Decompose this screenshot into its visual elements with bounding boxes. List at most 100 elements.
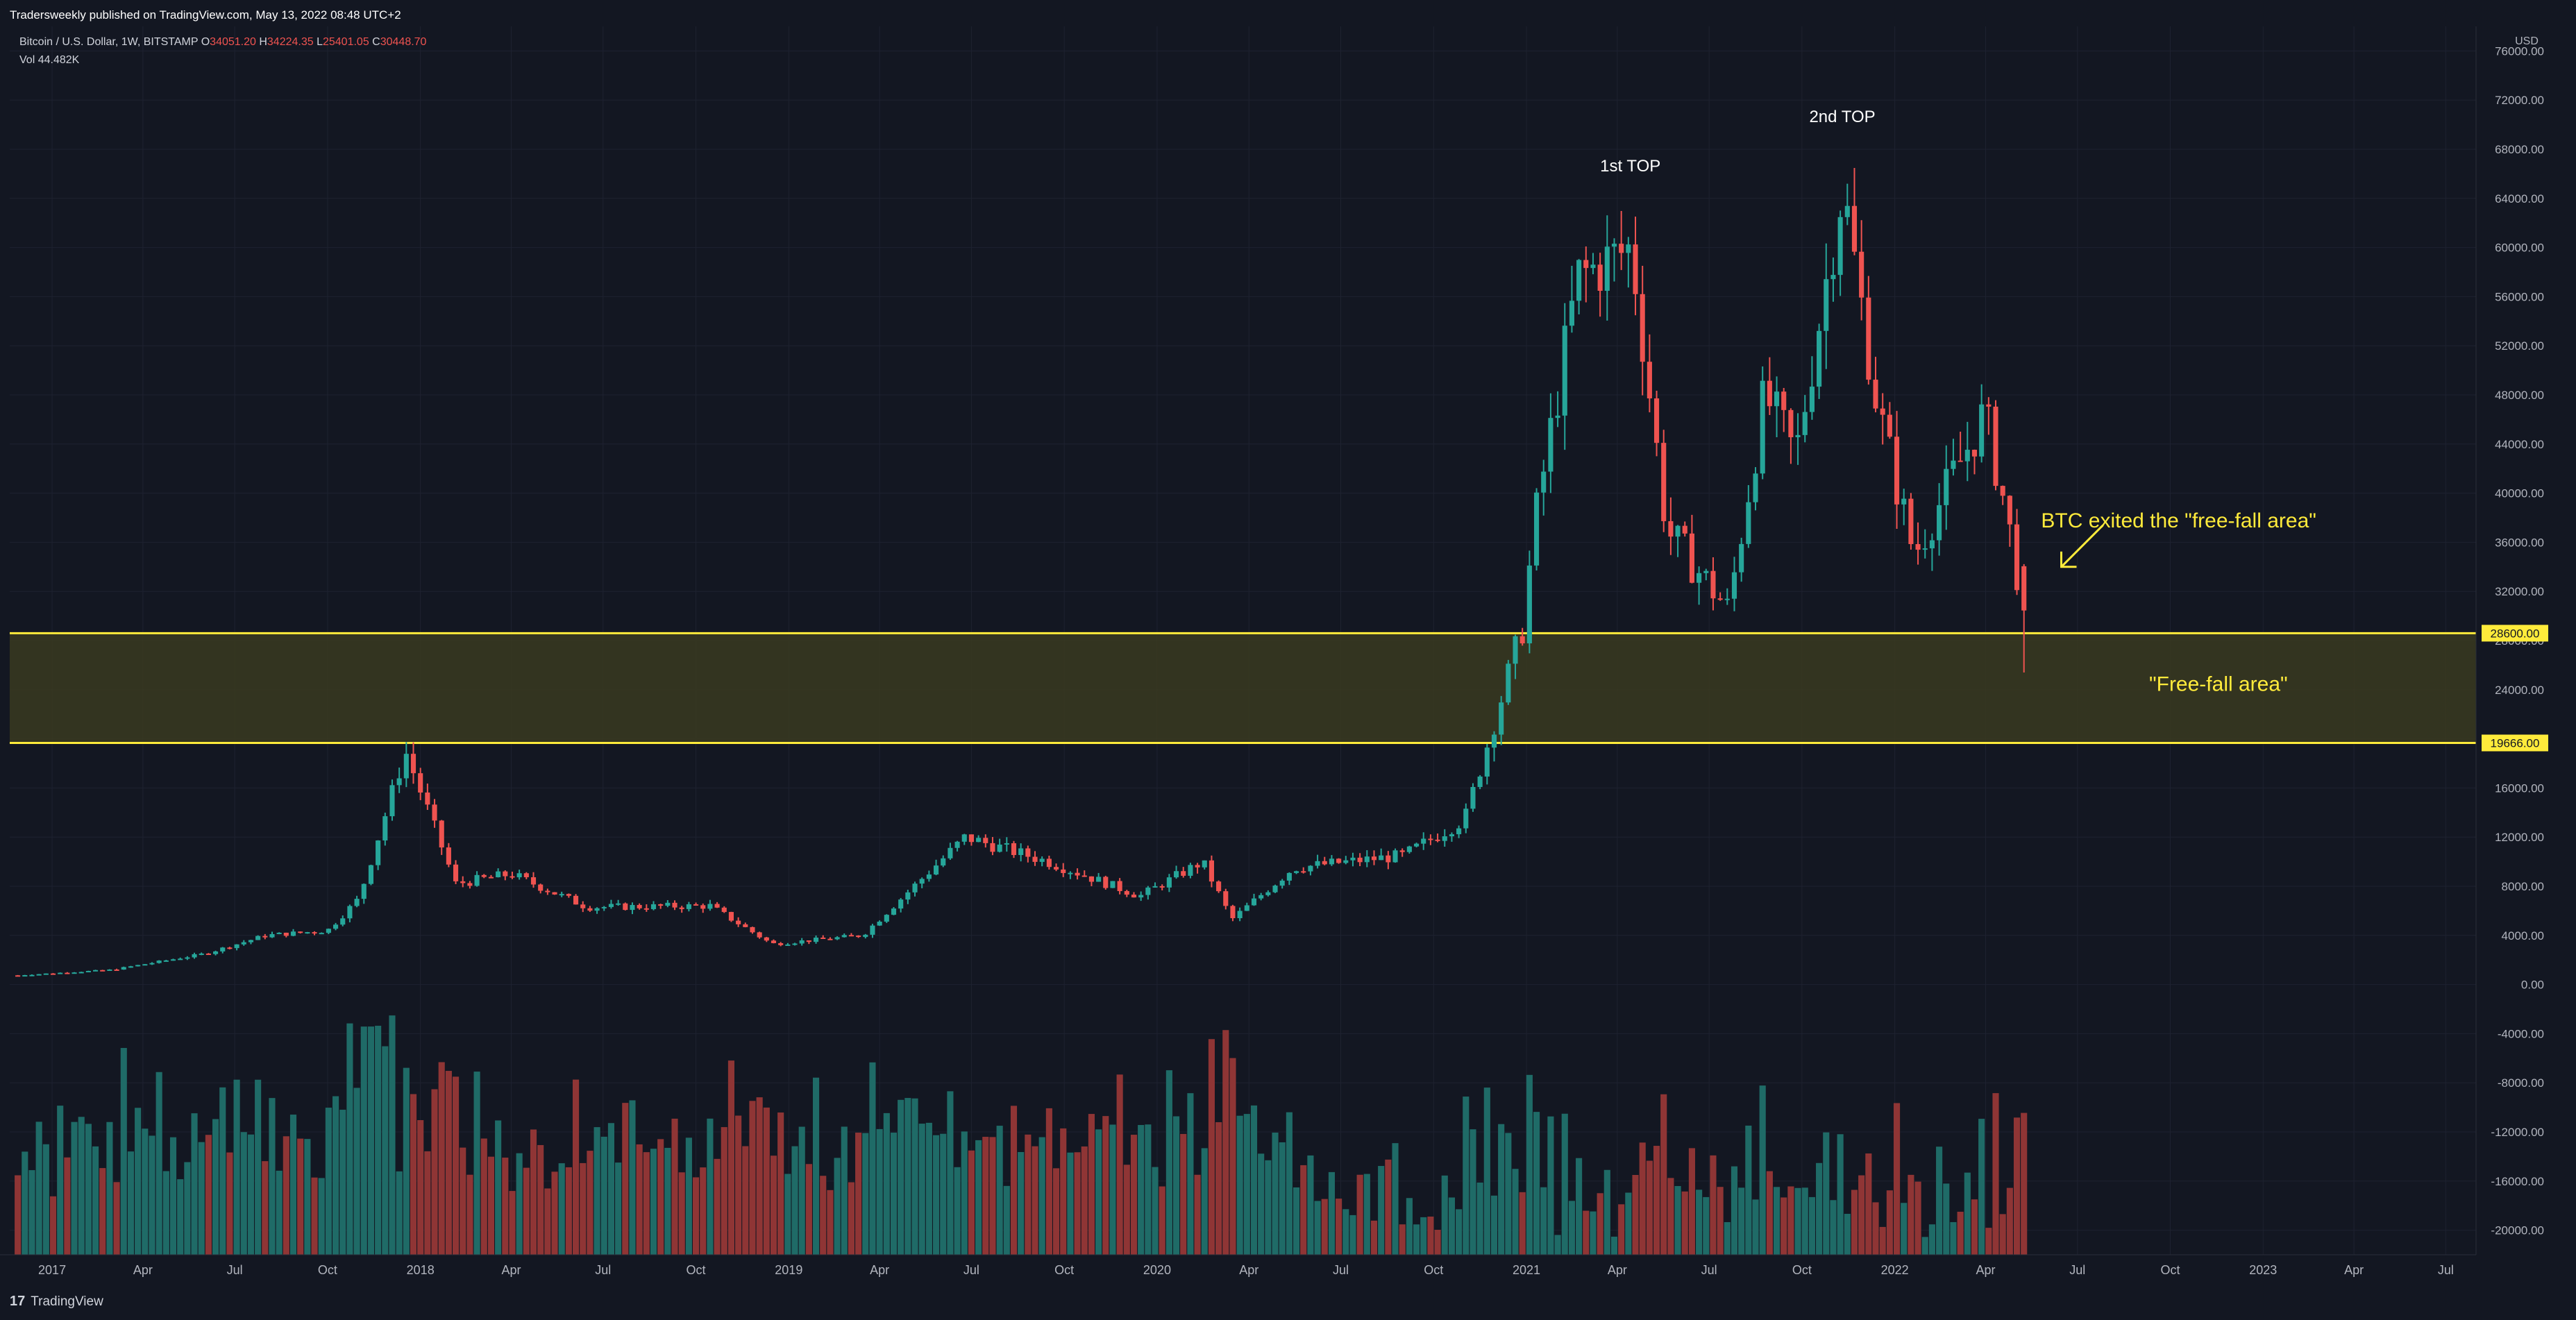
- candle-body: [1477, 776, 1483, 787]
- candle-body: [1004, 843, 1009, 845]
- candle-body: [93, 970, 99, 972]
- volume-bar: [346, 1023, 353, 1255]
- candle-body: [1859, 251, 1864, 298]
- volume-bar: [1180, 1133, 1187, 1255]
- volume-bar: [1505, 1133, 1512, 1255]
- y-tick-label: 12000.00: [2495, 831, 2544, 844]
- volume-bar: [184, 1162, 191, 1255]
- candle-body: [1548, 418, 1554, 472]
- volume-bar: [1138, 1125, 1145, 1255]
- volume-bar: [1745, 1125, 1752, 1255]
- candle-body: [1110, 881, 1116, 888]
- free-fall-zone: [10, 633, 2476, 743]
- chart-area[interactable]: 1st TOP 2nd TOP BTC exited the "free-fall …: [10, 26, 2476, 1255]
- volume-bar: [1766, 1171, 1773, 1255]
- volume-bar: [791, 1146, 798, 1255]
- volume-bar: [255, 1079, 262, 1255]
- candle-body: [241, 942, 246, 945]
- candle-body: [1173, 871, 1179, 878]
- candle-body: [474, 874, 480, 886]
- candle-body: [1046, 858, 1052, 868]
- volume-bar: [735, 1115, 742, 1255]
- volume-bar: [1738, 1187, 1745, 1255]
- volume-bar: [763, 1107, 770, 1255]
- candle-body: [771, 940, 777, 943]
- candle-body: [1293, 871, 1299, 873]
- candle-body: [1986, 404, 1992, 407]
- candle-body: [347, 906, 353, 919]
- candle-body: [255, 936, 261, 940]
- volume-bar: [233, 1079, 240, 1255]
- candle-body: [305, 932, 310, 934]
- volume-bar: [1349, 1215, 1356, 1255]
- candle-body: [1379, 855, 1384, 861]
- volume-bar: [1901, 1203, 1908, 1255]
- candle-body: [439, 820, 444, 848]
- candle-body: [1138, 895, 1144, 898]
- volume-bar: [1392, 1143, 1399, 1255]
- volume-bar: [142, 1128, 149, 1255]
- volume-bar: [99, 1168, 106, 1255]
- candle-body: [961, 834, 967, 842]
- volume-bar: [1229, 1058, 1236, 1255]
- volume-bar: [1272, 1132, 1279, 1255]
- candle-body: [298, 931, 303, 933]
- volume-bar: [1152, 1167, 1159, 1255]
- candle-body: [870, 925, 875, 935]
- candle-body: [340, 918, 346, 925]
- y-tick-label: -4000.00: [2498, 1027, 2544, 1040]
- candle-body: [460, 881, 466, 883]
- volume-bar: [177, 1179, 184, 1255]
- candle-body: [156, 961, 162, 963]
- volume-bar: [205, 1135, 212, 1255]
- candle-body: [50, 973, 56, 975]
- x-tick-label: 2021: [1513, 1263, 1540, 1277]
- volume-bar: [820, 1176, 827, 1255]
- candle-body: [1068, 872, 1073, 874]
- volume-bar: [692, 1177, 700, 1255]
- y-tick-label: -12000.00: [2491, 1126, 2544, 1139]
- candle-body: [1887, 414, 1892, 437]
- volume-bar: [191, 1113, 198, 1255]
- volume-bar: [1893, 1103, 1901, 1255]
- volume-bar: [812, 1077, 820, 1255]
- candle-body: [919, 879, 925, 884]
- ohlc-label-L: L: [313, 36, 323, 48]
- volume-bar: [2006, 1187, 2013, 1255]
- volume-bar: [389, 1015, 396, 1255]
- candle-body: [121, 967, 126, 970]
- candlestick-chart[interactable]: 1st TOP 2nd TOP BTC exited the "free-fall …: [10, 26, 2476, 1255]
- volume-label: Vol: [19, 54, 35, 66]
- candle-body: [185, 957, 190, 959]
- candle-body: [1894, 437, 1900, 505]
- candle-body: [1817, 330, 1822, 387]
- candle-body: [1223, 891, 1229, 906]
- x-tick-label: Apr: [1239, 1263, 1258, 1277]
- candle-body: [361, 883, 367, 899]
- volume-bar: [1561, 1113, 1568, 1255]
- volume-bar: [1378, 1166, 1385, 1255]
- volume-bar: [982, 1137, 989, 1255]
- candle-body: [891, 908, 897, 915]
- candle-body: [2000, 486, 2005, 496]
- candle-body: [587, 908, 593, 911]
- volume-bar: [403, 1067, 410, 1255]
- volume-bar: [1801, 1187, 1808, 1255]
- ohlc-value-O: 34051.20: [210, 36, 256, 48]
- candle-body: [1018, 848, 1024, 856]
- volume-bar: [304, 1139, 311, 1255]
- candle-body: [813, 938, 819, 942]
- candle-body: [1866, 297, 1871, 380]
- candle-body: [410, 754, 416, 774]
- candle-body: [714, 904, 720, 908]
- volume-bar: [1992, 1093, 1999, 1255]
- volume-bar: [827, 1190, 834, 1255]
- volume-bar: [727, 1060, 735, 1255]
- candle-body: [1824, 279, 1829, 331]
- candle-body: [552, 892, 557, 895]
- candle-body: [623, 903, 628, 911]
- volume-bar: [1603, 1169, 1610, 1255]
- candle-body: [650, 904, 657, 909]
- volume-bar: [558, 1163, 565, 1255]
- volume-bar: [1279, 1142, 1286, 1255]
